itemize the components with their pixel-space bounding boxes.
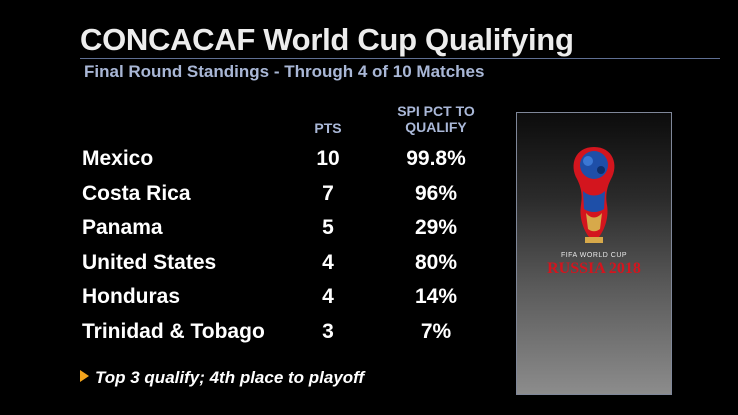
trophy-ball-shade (597, 166, 605, 174)
team-name: Honduras (82, 285, 181, 309)
column-header-pts: PTS (314, 120, 342, 136)
team-name: Costa Rica (82, 181, 191, 205)
logo-caption-small: FIFA WORLD CUP (561, 252, 627, 259)
team-points: 4 (322, 250, 334, 274)
team-name: United States (82, 250, 217, 274)
team-name: Trinidad & Tobago (82, 320, 265, 343)
team-qualify-pct: 14% (414, 285, 458, 309)
team-points: 5 (322, 216, 334, 240)
team-name: Mexico (82, 147, 154, 170)
table-row: Costa Rica 7 96% (0, 176, 520, 211)
trophy-ball-shape (580, 151, 608, 179)
team-qualify-pct: 29% (414, 216, 458, 240)
bullet-triangle-icon (80, 370, 89, 382)
world-cup-logo-panel: FIFA WORLD CUP RUSSIA 2018 (516, 112, 672, 395)
team-qualify-pct: 80% (414, 250, 458, 274)
column-header-spi-pct: SPI PCT TO QUALIFY (366, 103, 506, 135)
column-header-spi-pct-line1: SPI PCT TO (397, 103, 475, 119)
page-title: CONCACAF World Cup Qualifying (80, 22, 574, 57)
team-qualify-pct: 99.8% (406, 147, 466, 170)
team-points: 3 (322, 320, 334, 343)
team-points: 7 (322, 181, 334, 205)
trophy-gold-band (586, 213, 602, 232)
footnote: Top 3 qualify; 4th place to playoff (80, 368, 364, 388)
table-row: Trinidad & Tobago 3 7% (0, 314, 520, 349)
logo-caption-large: RUSSIA 2018 (547, 260, 641, 277)
trophy-band-shape (583, 191, 605, 212)
team-qualify-pct: 7% (420, 320, 452, 343)
title-divider (80, 58, 720, 59)
table-row: Mexico 10 99.8% (0, 141, 520, 176)
team-points: 4 (322, 285, 334, 309)
page-subtitle: Final Round Standings - Through 4 of 10 … (84, 62, 485, 81)
team-points: 10 (316, 147, 340, 170)
column-header-spi-pct-line2: QUALIFY (405, 119, 467, 135)
trophy-base-shape (585, 237, 603, 243)
world-cup-trophy-icon: FIFA WORLD CUP RUSSIA 2018 (547, 147, 641, 277)
table-row: Honduras 4 14% (0, 279, 520, 314)
team-name: Panama (82, 216, 163, 240)
team-qualify-pct: 96% (414, 181, 458, 205)
trophy-ball-highlight (583, 156, 593, 166)
footnote-text: Top 3 qualify; 4th place to playoff (95, 368, 365, 387)
table-row: United States 4 80% (0, 245, 520, 280)
table-row: Panama 5 29% (0, 210, 520, 245)
